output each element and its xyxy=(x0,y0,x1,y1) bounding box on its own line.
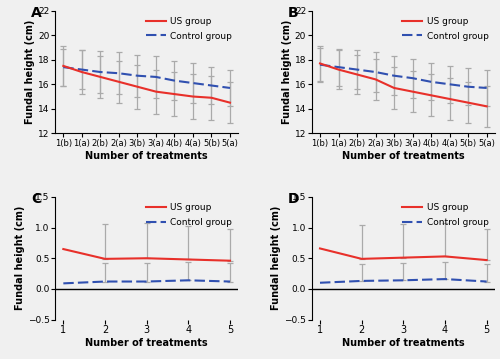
Text: B: B xyxy=(288,6,298,20)
X-axis label: Number of treatments: Number of treatments xyxy=(342,338,464,348)
X-axis label: Number of treatments: Number of treatments xyxy=(86,338,208,348)
Legend: US group, Control group: US group, Control group xyxy=(144,15,234,42)
Y-axis label: Fundal height (cm): Fundal height (cm) xyxy=(15,206,25,311)
Legend: US group, Control group: US group, Control group xyxy=(400,201,490,229)
X-axis label: Number of treatments: Number of treatments xyxy=(86,151,208,160)
Y-axis label: Fundal height (cm): Fundal height (cm) xyxy=(25,20,35,124)
Text: C: C xyxy=(31,192,42,206)
Y-axis label: Fundal height (cm): Fundal height (cm) xyxy=(272,206,281,311)
Y-axis label: Fundal height (cm): Fundal height (cm) xyxy=(282,20,292,124)
Text: A: A xyxy=(31,6,42,20)
X-axis label: Number of treatments: Number of treatments xyxy=(342,151,464,160)
Legend: US group, Control group: US group, Control group xyxy=(400,15,490,42)
Legend: US group, Control group: US group, Control group xyxy=(144,201,234,229)
Text: D: D xyxy=(288,192,300,206)
